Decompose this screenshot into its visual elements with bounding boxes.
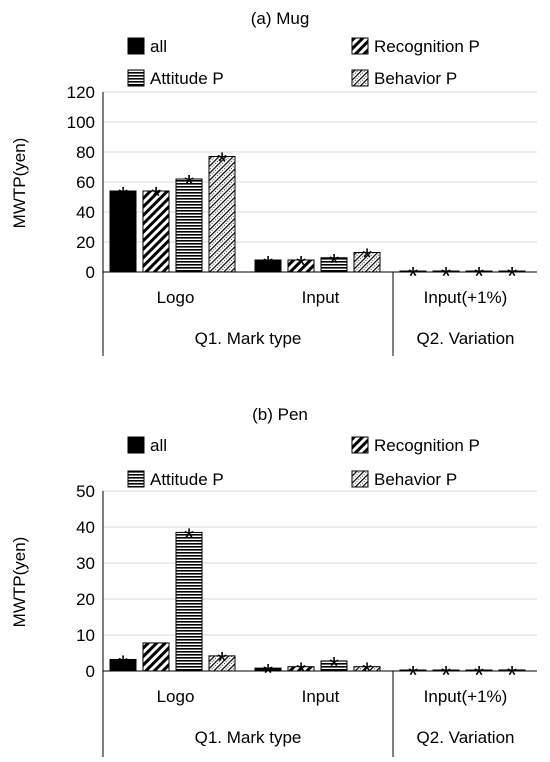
significance-mark: * [474, 261, 484, 291]
significance-mark: * [408, 660, 418, 690]
group-label: Q1. Mark type [195, 329, 302, 348]
legend-label: Attitude P [150, 470, 224, 489]
bar [320, 660, 348, 672]
significance-mark: * [329, 651, 339, 681]
significance-mark: * [296, 250, 306, 280]
y-tick-label: 80 [76, 143, 95, 162]
legend-label: all [150, 37, 167, 56]
bar [142, 642, 170, 672]
bar [465, 669, 493, 672]
legend-swatch [351, 37, 369, 55]
bar [142, 190, 170, 273]
significance-mark: * [474, 660, 484, 690]
y-axis-label: MWTP(yen) [10, 537, 29, 628]
bar [353, 666, 381, 672]
significance-mark: * [362, 243, 372, 273]
y-tick-label: 20 [76, 590, 95, 609]
significance-mark: * [507, 261, 517, 291]
y-tick-label: 40 [76, 203, 95, 222]
bar [432, 270, 460, 273]
bar [465, 270, 493, 273]
bar [175, 531, 203, 672]
y-tick-label: 40 [76, 518, 95, 537]
legend-label: Behavior P [374, 69, 457, 88]
legend-label: all [150, 436, 167, 455]
significance-mark: * [507, 660, 517, 690]
legend-label: Attitude P [150, 69, 224, 88]
bar [353, 252, 381, 273]
legend: all Recognition P Attitude P Behavior P [127, 37, 480, 88]
significance-mark: * [217, 147, 227, 177]
significance-mark: * [263, 658, 273, 688]
bar [254, 259, 282, 273]
x-tick-label: Logo [157, 288, 195, 307]
legend-swatch [351, 470, 369, 488]
significance-mark: * [329, 248, 339, 278]
bar [254, 667, 282, 672]
legend: all Recognition P Attitude P Behavior P [127, 436, 480, 489]
y-tick-label: 60 [76, 173, 95, 192]
bar [175, 178, 203, 273]
y-tick-label: 120 [67, 83, 95, 102]
legend-swatch [127, 37, 145, 55]
x-tick-label: Input [302, 687, 340, 706]
group-label: Q1. Mark type [195, 728, 302, 747]
legend-label: Behavior P [374, 470, 457, 489]
bar [109, 190, 137, 273]
bar [208, 156, 236, 273]
chart-title: (b) Pen [252, 405, 308, 424]
y-tick-label: 100 [67, 113, 95, 132]
y-tick-label: 0 [86, 263, 95, 282]
plot-area: 0 10 20 30 40 50 * * * * * * * * * * * Logo Input Input(+1%… [76, 482, 537, 757]
legend-swatch [351, 69, 369, 87]
chart-title: (a) Mug [251, 9, 310, 28]
significance-mark: * [441, 660, 451, 690]
legend-label: Recognition P [374, 37, 480, 56]
bar [208, 655, 236, 672]
significance-mark: * [441, 261, 451, 291]
bar [498, 669, 526, 672]
y-axis-label: MWTP(yen) [10, 138, 29, 229]
bar [432, 669, 460, 672]
bar [287, 666, 315, 672]
x-tick-label: Input [302, 288, 340, 307]
significance-mark: * [217, 646, 227, 676]
x-tick-label: Input(+1%) [424, 288, 508, 307]
group-label: Q2. Variation [417, 728, 515, 747]
bar [399, 669, 427, 672]
bar [109, 658, 137, 672]
x-tick-label: Logo [157, 687, 195, 706]
bar [498, 270, 526, 273]
group-label: Q2. Variation [417, 329, 515, 348]
y-tick-label: 20 [76, 233, 95, 252]
bar [320, 257, 348, 273]
y-tick-label: 10 [76, 626, 95, 645]
significance-mark: * [184, 522, 194, 552]
y-tick-label: 0 [86, 662, 95, 681]
significance-mark: * [184, 169, 194, 199]
chart-panel-mug: (a) Mug all Recognition P Attitude P Behavi… [10, 9, 537, 356]
legend-label: Recognition P [374, 436, 480, 455]
significance-mark: * [118, 649, 128, 679]
chart-panel-pen: (b) Pen all Recognition P Attitude P Behavi… [10, 405, 537, 757]
y-tick-label: 30 [76, 554, 95, 573]
significance-mark: * [118, 181, 128, 211]
significance-mark: * [362, 657, 372, 687]
significance-mark: * [151, 181, 161, 211]
significance-mark: * [296, 657, 306, 687]
legend-swatch [127, 470, 145, 488]
significance-mark: * [263, 250, 273, 280]
legend-swatch [127, 69, 145, 87]
legend-swatch [127, 436, 145, 454]
plot-area: 0 20 40 60 80 100 120 * * * * * * * * * * * * Logo Input Inpu… [67, 83, 537, 356]
y-tick-label: 50 [76, 482, 95, 501]
legend-swatch [351, 436, 369, 454]
bar [287, 259, 315, 273]
significance-mark: * [408, 261, 418, 291]
x-tick-label: Input(+1%) [424, 687, 508, 706]
bar [399, 270, 427, 273]
